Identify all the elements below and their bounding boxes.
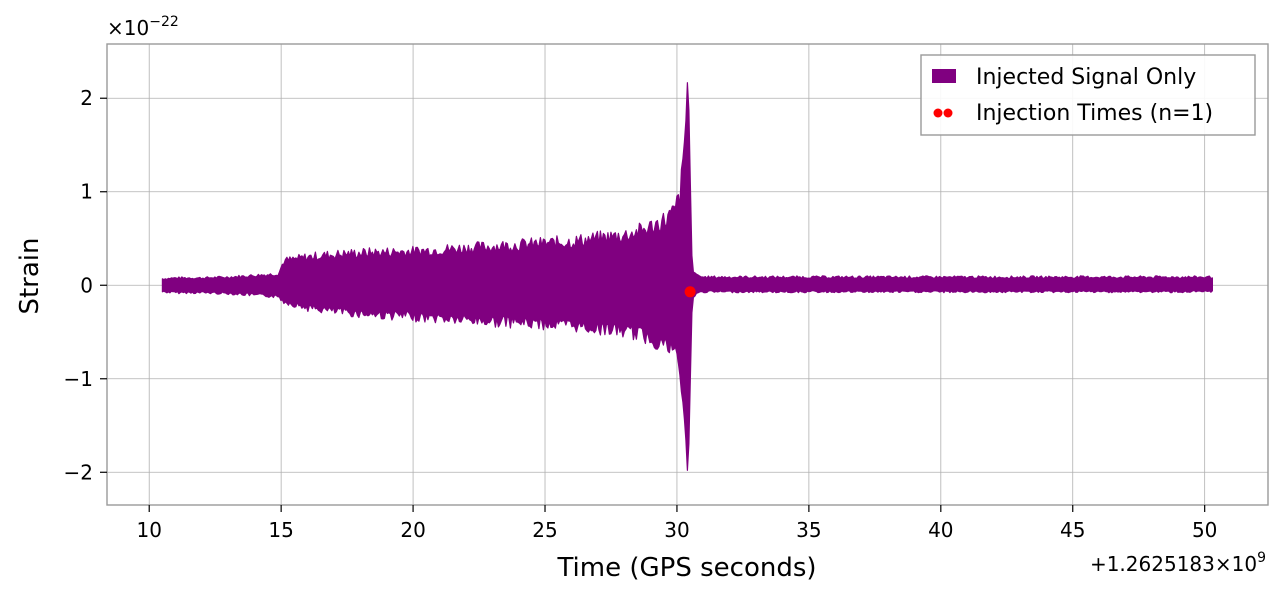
- x-tick-label: 50: [1192, 518, 1217, 542]
- series-layer: [161, 82, 1213, 471]
- x-offset-label: +1.2625183×109: [1090, 550, 1266, 576]
- x-tick-label: 45: [1060, 518, 1085, 542]
- y-multiplier-label: ×10−22: [107, 14, 179, 40]
- legend-marker-injection-1: [933, 108, 943, 118]
- legend-label-signal: Injected Signal Only: [976, 65, 1196, 90]
- signal-envelope: [161, 82, 1213, 471]
- y-multiplier-exponent: −22: [149, 14, 179, 30]
- x-tick-label: 15: [268, 518, 293, 542]
- y-tick-label: −2: [64, 460, 93, 484]
- x-tick-label: 40: [928, 518, 953, 542]
- x-tick-label: 20: [400, 518, 425, 542]
- legend-box: [920, 54, 1256, 136]
- x-tick-label: 25: [532, 518, 557, 542]
- legend-swatch-signal: [932, 69, 956, 83]
- y-tick-label: 1: [80, 180, 93, 204]
- y-tick-label: 0: [80, 273, 93, 297]
- x-tick-label: 35: [796, 518, 821, 542]
- x-tick-label: 10: [136, 518, 161, 542]
- injection-time-point: [684, 286, 696, 298]
- legend-label-injection: Injection Times (n=1): [976, 101, 1213, 126]
- y-axis-label: Strain: [15, 237, 45, 314]
- x-offset-exponent: 9: [1257, 550, 1266, 566]
- x-axis-label: Time (GPS seconds): [556, 553, 816, 583]
- x-tick-label: 30: [664, 518, 689, 542]
- plot-frame: [106, 43, 1269, 506]
- y-tick-label: −1: [64, 367, 93, 391]
- legend-marker-injection-2: [943, 108, 953, 118]
- legend: Injected Signal Only Injection Times (n=…: [920, 54, 1256, 136]
- y-tick-label: 2: [80, 86, 93, 110]
- axis-ticks: 10 15 20 25 30 35 40 45 50 −2 −1 0 1 2: [64, 86, 1218, 542]
